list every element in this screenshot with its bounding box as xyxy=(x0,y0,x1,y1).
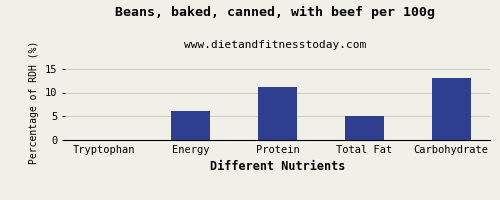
Bar xyxy=(345,116,384,140)
Text: www.dietandfitnesstoday.com: www.dietandfitnesstoday.com xyxy=(184,40,366,50)
Bar xyxy=(258,87,297,140)
Text: Beans, baked, canned, with beef per 100g: Beans, baked, canned, with beef per 100g xyxy=(115,6,435,19)
Bar xyxy=(432,78,470,140)
Y-axis label: Percentage of RDH (%): Percentage of RDH (%) xyxy=(30,40,40,164)
X-axis label: Different Nutrients: Different Nutrients xyxy=(210,160,345,173)
Bar xyxy=(171,111,210,140)
